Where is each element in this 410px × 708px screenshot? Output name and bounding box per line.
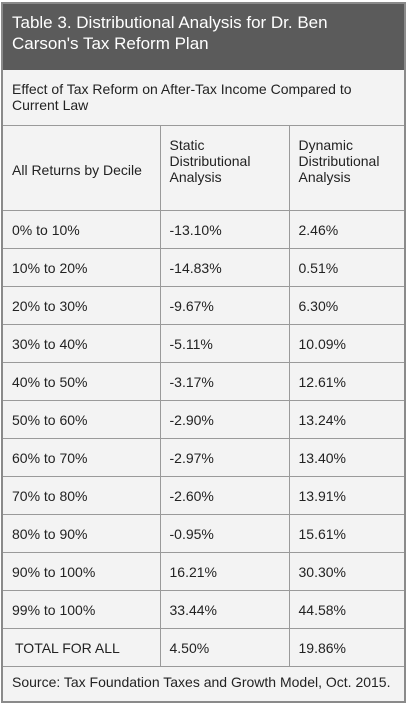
dynamic-cell: 0.51%	[288, 248, 404, 287]
table-row: 70% to 80% -2.60% 13.91%	[3, 476, 404, 515]
column-header-static: Static Distributional Analysis	[159, 126, 289, 211]
static-cell: 16.21%	[159, 552, 289, 591]
dynamic-cell: 30.30%	[288, 552, 404, 591]
decile-cell: 10% to 20%	[3, 248, 160, 287]
dynamic-cell: 13.91%	[288, 476, 404, 515]
static-cell: 4.50%	[159, 628, 289, 667]
decile-cell: 90% to 100%	[3, 552, 160, 591]
table-row: 80% to 90% -0.95% 15.61%	[3, 514, 404, 553]
static-cell: -0.95%	[159, 514, 289, 553]
decile-cell: 30% to 40%	[3, 324, 160, 363]
total-row: TOTAL FOR ALL 4.50% 19.86%	[3, 628, 404, 667]
decile-cell: 0% to 10%	[3, 210, 160, 249]
table-row: 90% to 100% 16.21% 30.30%	[3, 552, 404, 591]
decile-cell: 50% to 60%	[3, 400, 160, 439]
dynamic-cell: 10.09%	[288, 324, 404, 363]
table-container: Table 3. Distributional Analysis for Dr.…	[1, 2, 406, 703]
static-cell: -9.67%	[159, 286, 289, 325]
dynamic-cell: 44.58%	[288, 590, 404, 629]
distribution-table: All Returns by Decile Static Distributio…	[3, 126, 404, 667]
static-cell: -3.17%	[159, 362, 289, 401]
table-row: 40% to 50% -3.17% 12.61%	[3, 362, 404, 401]
static-cell: -13.10%	[159, 210, 289, 249]
decile-cell: 99% to 100%	[3, 590, 160, 629]
header-row: All Returns by Decile Static Distributio…	[3, 126, 404, 211]
table-row: 99% to 100% 33.44% 44.58%	[3, 590, 404, 629]
decile-cell: 80% to 90%	[3, 514, 160, 553]
table-subtitle: Effect of Tax Reform on After-Tax Income…	[3, 70, 404, 126]
decile-cell: TOTAL FOR ALL	[3, 628, 160, 667]
static-cell: -14.83%	[159, 248, 289, 287]
table-row: 10% to 20% -14.83% 0.51%	[3, 248, 404, 287]
table-row: 50% to 60% -2.90% 13.24%	[3, 400, 404, 439]
static-cell: 33.44%	[159, 590, 289, 629]
table-row: 30% to 40% -5.11% 10.09%	[3, 324, 404, 363]
decile-cell: 70% to 80%	[3, 476, 160, 515]
dynamic-cell: 6.30%	[288, 286, 404, 325]
dynamic-cell: 13.40%	[288, 438, 404, 477]
source-note: Source: Tax Foundation Taxes and Growth …	[12, 674, 391, 690]
table-title: Table 3. Distributional Analysis for Dr.…	[3, 4, 404, 70]
dynamic-cell: 19.86%	[288, 628, 404, 667]
decile-cell: 40% to 50%	[3, 362, 160, 401]
static-cell: -2.97%	[159, 438, 289, 477]
dynamic-cell: 15.61%	[288, 514, 404, 553]
static-cell: -5.11%	[159, 324, 289, 363]
dynamic-cell: 2.46%	[288, 210, 404, 249]
column-header-dynamic: Dynamic Distributional Analysis	[288, 126, 404, 211]
decile-cell: 60% to 70%	[3, 438, 160, 477]
table-row: 0% to 10% -13.10% 2.46%	[3, 210, 404, 249]
table-row: 60% to 70% -2.97% 13.40%	[3, 438, 404, 477]
dynamic-cell: 12.61%	[288, 362, 404, 401]
dynamic-cell: 13.24%	[288, 400, 404, 439]
column-header-decile: All Returns by Decile	[3, 126, 160, 211]
table-row: 20% to 30% -9.67% 6.30%	[3, 286, 404, 325]
static-cell: -2.60%	[159, 476, 289, 515]
decile-cell: 20% to 30%	[3, 286, 160, 325]
static-cell: -2.90%	[159, 400, 289, 439]
